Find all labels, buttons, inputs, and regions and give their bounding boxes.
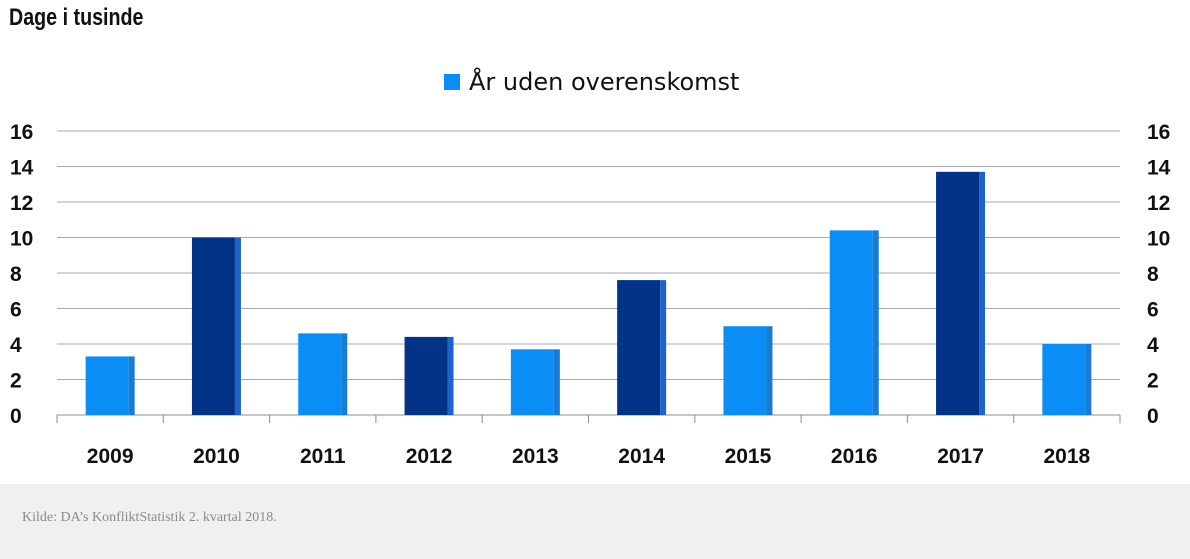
bar-side-shade: [766, 326, 773, 415]
y-tick-label-right: 2: [1147, 370, 1159, 393]
y-tick-label-right: 0: [1147, 405, 1159, 428]
bar-side-shade: [128, 356, 135, 415]
y-tick-label-right: 6: [1147, 299, 1159, 322]
y-tick-label-right: 4: [1147, 334, 1159, 357]
bar-side-shade: [979, 171, 986, 415]
y-tick-label-right: 10: [1147, 228, 1170, 251]
source-footer: Kilde: DA’s KonfliktStatistik 2. kvartal…: [0, 484, 1190, 559]
bar-side-shade: [234, 237, 241, 415]
bar-side-shade: [553, 349, 560, 415]
bar-side-shade: [872, 230, 879, 415]
bar: [723, 326, 767, 415]
y-tick-label-right: 12: [1147, 192, 1170, 215]
y-tick-label-left: 2: [10, 370, 22, 393]
x-tick-label: 2011: [300, 445, 346, 468]
y-tick-label-left: 6: [10, 299, 22, 322]
y-tick-label-left: 10: [10, 228, 33, 251]
bar: [829, 230, 873, 415]
x-tick-label: 2014: [618, 445, 665, 468]
y-tick-label-right: 14: [1147, 157, 1171, 180]
x-tick-label: 2017: [937, 445, 984, 468]
bar: [85, 356, 129, 415]
y-tick-label-left: 4: [10, 334, 22, 357]
bar-side-shade: [341, 333, 348, 415]
y-tick-label-left: 12: [10, 192, 33, 215]
x-tick-label: 2013: [512, 445, 559, 468]
legend-label: År uden overenskomst: [469, 67, 739, 96]
bar: [191, 237, 235, 415]
y-tick-label-left: 8: [10, 263, 22, 286]
bar: [1042, 344, 1086, 415]
y-tick-label-right: 16: [1147, 121, 1170, 144]
bar-side-shade: [1085, 344, 1092, 415]
bar: [936, 171, 980, 415]
bar-chart: 0 0 2 2 4 4 6 6 8 8 10 10 12 12 14 14 16 16 2009 2010 2011 20…: [10, 67, 1171, 468]
x-tick-label: 2009: [87, 445, 134, 468]
x-tick-label: 2012: [406, 445, 453, 468]
bar: [510, 349, 554, 415]
x-tick-label: 2016: [831, 445, 878, 468]
source-note: Kilde: DA’s KonfliktStatistik 2. kvartal…: [22, 510, 277, 525]
x-tick-label: 2015: [725, 445, 772, 468]
bar: [404, 336, 448, 415]
bar-side-shade: [447, 336, 454, 415]
chart-title: Dage i tusinde: [9, 4, 144, 31]
bar: [298, 333, 342, 415]
x-tick-label: 2018: [1043, 445, 1090, 468]
y-tick-label-left: 16: [10, 121, 33, 144]
legend-swatch: [444, 74, 460, 90]
x-tick-label: 2010: [193, 445, 240, 468]
y-tick-label-left: 14: [10, 157, 34, 180]
bar: [617, 280, 661, 415]
y-tick-label-left: 0: [10, 405, 22, 428]
y-tick-label-right: 8: [1147, 263, 1159, 286]
bar-side-shade: [660, 280, 667, 415]
